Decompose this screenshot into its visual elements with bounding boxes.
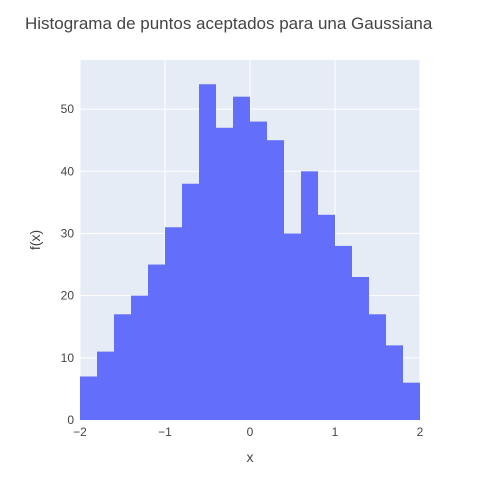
y-axis-label: f(x) <box>27 230 43 250</box>
x-tick-label: 0 <box>247 425 254 439</box>
histogram-bar <box>182 183 199 420</box>
histogram-bar <box>403 382 420 420</box>
x-tick-label: 1 <box>332 425 339 439</box>
y-tick-label: 0 <box>67 413 74 427</box>
histogram-bar <box>318 214 335 420</box>
histogram-bars <box>80 84 420 421</box>
histogram-bar <box>199 84 216 420</box>
histogram-bar <box>97 351 114 420</box>
x-axis-label: x <box>247 449 254 465</box>
x-tick-label: −2 <box>73 425 87 439</box>
histogram-bar <box>369 314 386 420</box>
y-tick-label: 20 <box>61 289 75 303</box>
y-tick-label: 10 <box>61 351 75 365</box>
histogram-bar <box>80 376 97 420</box>
y-tick-label: 30 <box>61 226 75 240</box>
histogram-bar <box>131 295 148 420</box>
x-tick-label: −1 <box>158 425 172 439</box>
histogram-bar <box>114 314 131 420</box>
histogram-bar <box>284 233 301 420</box>
chart-title: Histograma de puntos aceptados para una … <box>25 14 433 33</box>
x-tick-label: 2 <box>417 425 424 439</box>
y-axis-ticks: 0 10 20 30 40 50 <box>61 102 75 427</box>
histogram-bar <box>386 345 403 420</box>
histogram-bar <box>250 121 267 420</box>
histogram-bar <box>335 245 352 420</box>
histogram-bar <box>352 276 369 420</box>
histogram-bar <box>216 127 233 420</box>
histogram-bar <box>267 140 284 420</box>
histogram-bar <box>233 96 250 421</box>
y-tick-label: 40 <box>61 164 75 178</box>
histogram-bar <box>301 171 318 420</box>
x-axis-ticks: −2 −1 0 1 2 <box>73 425 424 439</box>
histogram-bar <box>148 264 165 420</box>
histogram-bar <box>165 227 182 420</box>
y-tick-label: 50 <box>61 102 75 116</box>
